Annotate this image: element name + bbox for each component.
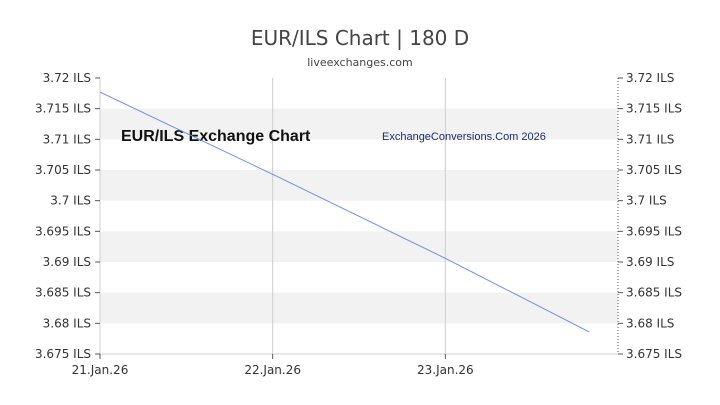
y-tick-label-left: 3.695 ILS	[35, 224, 91, 238]
y-tick-label-right: 3.715 ILS	[626, 102, 682, 116]
y-ticks-right: 3.72 ILS 3.715 ILS 3.71 ILS 3.705 ILS 3.7 IL…	[618, 71, 682, 361]
y-tick-label-left: 3.72 ILS	[43, 71, 91, 85]
y-tick-label-right: 3.7 ILS	[626, 194, 667, 208]
y-tick-label-left: 3.68 ILS	[43, 316, 91, 330]
vertical-gridlines	[272, 78, 446, 354]
watermark-left: EUR/ILS Exchange Chart	[121, 128, 311, 145]
grid-band	[100, 231, 618, 262]
y-tick-label-left: 3.715 ILS	[35, 102, 91, 116]
x-tick-label: 23.Jan.26	[417, 363, 474, 377]
y-tick-label-right: 3.71 ILS	[626, 132, 674, 146]
y-tick-label-right: 3.685 ILS	[626, 286, 682, 300]
chart-subtitle: liveexchanges.com	[307, 56, 413, 69]
y-tick-label-right: 3.705 ILS	[626, 163, 682, 177]
grid-band	[100, 170, 618, 201]
y-tick-label-right: 3.72 ILS	[626, 71, 674, 85]
series-line	[99, 91, 590, 333]
y-tick-label-right: 3.675 ILS	[626, 347, 682, 361]
y-tick-label-left: 3.69 ILS	[43, 255, 91, 269]
series-group	[99, 91, 590, 333]
y-tick-label-left: 3.705 ILS	[35, 163, 91, 177]
x-tick-label: 21.Jan.26	[72, 363, 129, 377]
x-tick-label: 22.Jan.26	[244, 363, 301, 377]
y-tick-label-left: 3.675 ILS	[35, 347, 91, 361]
chart-title: EUR/ILS Chart | 180 D	[250, 26, 470, 50]
y-tick-label-right: 3.695 ILS	[626, 224, 682, 238]
grid-band	[100, 108, 618, 140]
grid-band	[100, 292, 618, 324]
y-ticks-left: 3.72 ILS 3.715 ILS 3.71 ILS 3.705 ILS 3.7 IL…	[35, 71, 100, 361]
y-tick-label-right: 3.68 ILS	[626, 316, 674, 330]
watermark-right: ExchangeConversions.Com 2026	[382, 131, 546, 143]
background-bands	[100, 108, 618, 324]
y-tick-label-left: 3.7 ILS	[50, 194, 91, 208]
y-tick-label-right: 3.69 ILS	[626, 255, 674, 269]
y-tick-label-left: 3.685 ILS	[35, 286, 91, 300]
y-tick-label-left: 3.71 ILS	[43, 132, 91, 146]
chart-axes	[99, 78, 619, 355]
x-ticks: 21.Jan.26 22.Jan.26 23.Jan.26	[72, 354, 474, 377]
